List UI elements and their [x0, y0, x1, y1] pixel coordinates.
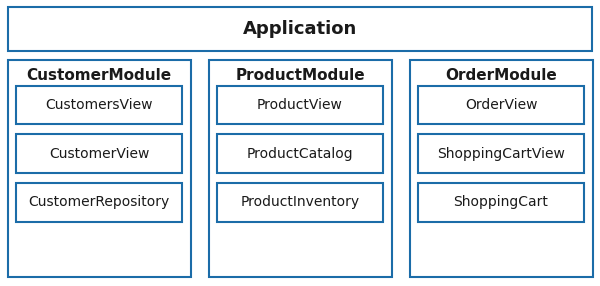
Text: ProductModule: ProductModule: [235, 68, 365, 83]
FancyBboxPatch shape: [16, 183, 182, 222]
Text: ProductCatalog: ProductCatalog: [247, 147, 353, 161]
FancyBboxPatch shape: [217, 183, 383, 222]
FancyBboxPatch shape: [410, 60, 593, 277]
FancyBboxPatch shape: [217, 86, 383, 124]
Text: Application: Application: [243, 20, 357, 38]
Text: CustomersView: CustomersView: [45, 98, 153, 112]
Text: ProductInventory: ProductInventory: [241, 196, 359, 209]
FancyBboxPatch shape: [8, 7, 592, 51]
FancyBboxPatch shape: [209, 60, 392, 277]
Text: ShoppingCartView: ShoppingCartView: [437, 147, 565, 161]
FancyBboxPatch shape: [418, 86, 584, 124]
Text: CustomerRepository: CustomerRepository: [28, 196, 170, 209]
FancyBboxPatch shape: [8, 60, 191, 277]
Text: ProductView: ProductView: [257, 98, 343, 112]
FancyBboxPatch shape: [16, 134, 182, 173]
FancyBboxPatch shape: [418, 183, 584, 222]
FancyBboxPatch shape: [217, 134, 383, 173]
Text: ShoppingCart: ShoppingCart: [454, 196, 548, 209]
Text: CustomerView: CustomerView: [49, 147, 149, 161]
Text: OrderView: OrderView: [465, 98, 537, 112]
Text: CustomerModule: CustomerModule: [26, 68, 172, 83]
FancyBboxPatch shape: [418, 134, 584, 173]
Text: OrderModule: OrderModule: [445, 68, 557, 83]
FancyBboxPatch shape: [16, 86, 182, 124]
